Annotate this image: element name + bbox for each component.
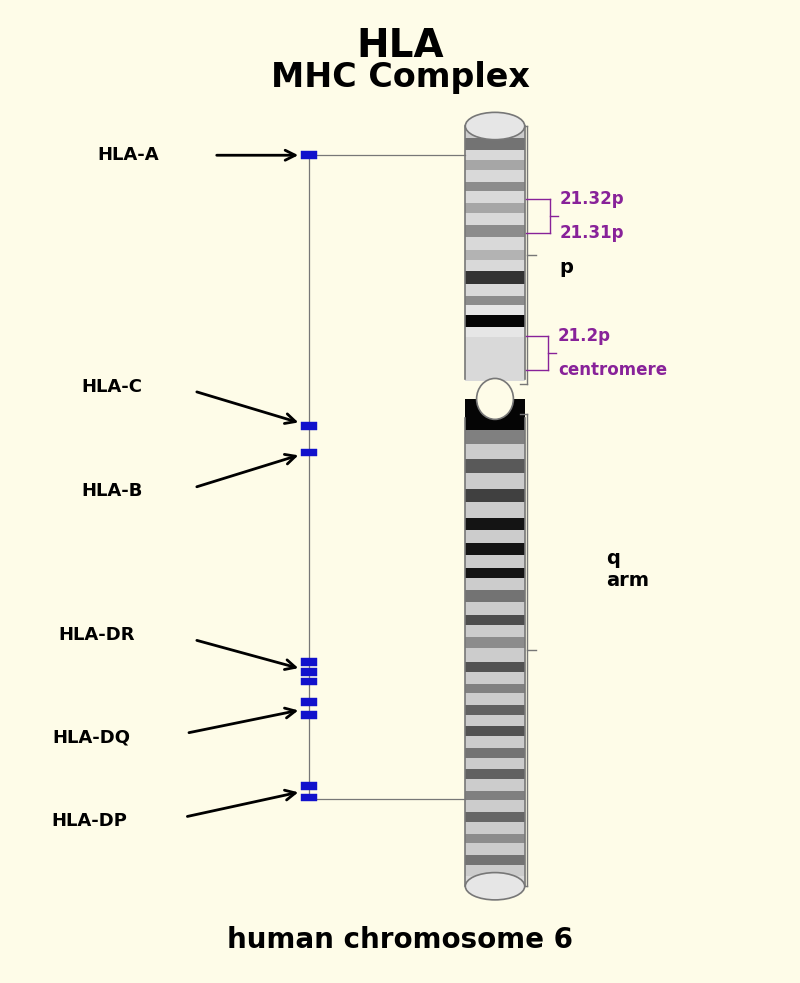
Bar (466, 443, 525, 459)
Bar (301, 711, 317, 719)
Text: HLA-DQ: HLA-DQ (53, 728, 131, 746)
Bar (466, 649, 525, 663)
Bar (466, 578, 525, 590)
Bar (466, 705, 525, 715)
Bar (466, 358, 525, 370)
Bar (466, 271, 525, 284)
Bar (466, 602, 525, 615)
Bar (466, 431, 525, 443)
Bar (466, 800, 525, 812)
Text: human chromosome 6: human chromosome 6 (227, 926, 573, 954)
Text: q
arm: q arm (606, 549, 649, 590)
Bar (466, 346, 525, 358)
Bar (466, 625, 525, 637)
Bar (466, 544, 525, 554)
Text: HLA-A: HLA-A (97, 146, 158, 164)
Bar (466, 326, 525, 336)
Bar (466, 138, 525, 150)
Bar (466, 736, 525, 748)
Bar (466, 715, 525, 726)
Bar (301, 667, 317, 675)
Bar (466, 459, 525, 473)
Bar (466, 877, 525, 889)
Bar (466, 568, 525, 578)
Bar (466, 306, 525, 316)
Bar (301, 677, 317, 685)
Bar (466, 726, 525, 736)
Text: HLA: HLA (356, 28, 444, 65)
Bar (466, 779, 525, 790)
Bar (466, 237, 525, 250)
Bar (466, 790, 525, 800)
Bar (466, 260, 525, 271)
Bar (466, 150, 525, 160)
Bar (301, 781, 317, 789)
Bar (466, 170, 525, 182)
Bar (466, 822, 525, 834)
Bar (466, 758, 525, 770)
Bar (466, 865, 525, 877)
Bar (466, 192, 525, 203)
Text: HLA-DR: HLA-DR (58, 626, 134, 644)
Ellipse shape (466, 112, 525, 140)
Bar (301, 793, 317, 801)
Bar (466, 843, 525, 855)
Bar (301, 448, 317, 456)
Bar (301, 698, 317, 706)
Text: p: p (559, 258, 574, 277)
Bar (466, 518, 525, 530)
Bar (466, 683, 525, 693)
Bar (466, 182, 525, 192)
Bar (466, 212, 525, 225)
Text: MHC Complex: MHC Complex (270, 61, 530, 93)
Bar (466, 590, 525, 602)
Text: HLA-DP: HLA-DP (51, 812, 127, 830)
Ellipse shape (477, 378, 514, 420)
Bar (466, 316, 525, 326)
Bar (466, 693, 525, 705)
Text: centromere: centromere (558, 361, 667, 378)
Text: 21.2p: 21.2p (558, 326, 611, 345)
Bar (466, 399, 525, 431)
Bar (466, 855, 525, 865)
Bar (466, 615, 525, 625)
Bar (301, 151, 317, 159)
Bar (301, 659, 317, 665)
Text: 21.32p: 21.32p (559, 190, 624, 208)
Bar (466, 530, 525, 544)
Bar (466, 203, 525, 212)
Bar (466, 770, 525, 779)
Bar (466, 812, 525, 822)
Bar (466, 671, 525, 683)
Bar (466, 250, 525, 260)
Bar (466, 502, 525, 518)
Bar (466, 489, 525, 502)
Bar (466, 554, 525, 568)
Text: HLA-C: HLA-C (82, 378, 142, 396)
Bar (466, 637, 525, 649)
Bar (466, 663, 525, 671)
Text: 21.31p: 21.31p (559, 224, 624, 242)
Bar (466, 370, 525, 381)
Bar (466, 748, 525, 758)
Bar (466, 336, 525, 346)
Bar (466, 834, 525, 843)
Bar (466, 473, 525, 489)
Bar (466, 296, 525, 306)
Bar (466, 160, 525, 170)
Bar (466, 126, 525, 138)
Bar (466, 284, 525, 296)
Bar (301, 423, 317, 431)
Text: HLA-B: HLA-B (82, 483, 142, 500)
Ellipse shape (466, 873, 525, 899)
Bar (466, 225, 525, 237)
